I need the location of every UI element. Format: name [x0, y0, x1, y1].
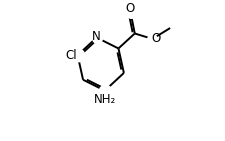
Text: Cl: Cl: [65, 49, 77, 62]
Text: NH₂: NH₂: [94, 93, 116, 106]
Text: O: O: [125, 3, 134, 16]
Text: N: N: [92, 30, 101, 43]
Text: O: O: [151, 32, 160, 45]
